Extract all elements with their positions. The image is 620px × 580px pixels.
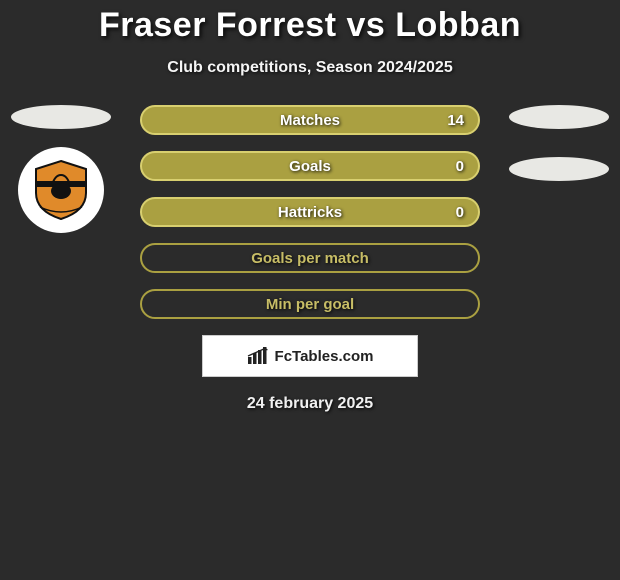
stat-row-min-per-goal: Min per goal (140, 289, 480, 319)
header: Fraser Forrest vs Lobban Club competitio… (0, 0, 620, 77)
stat-value: 0 (456, 204, 464, 221)
stat-label: Goals per match (251, 250, 369, 267)
player-photo-placeholder (509, 105, 609, 129)
left-player-column (6, 105, 116, 233)
promo-banner[interactable]: FcTables.com (202, 335, 418, 377)
club-badge-left (18, 147, 104, 233)
stat-row-goals-per-match: Goals per match (140, 243, 480, 273)
promo-text: FcTables.com (275, 348, 374, 365)
stat-label: Min per goal (266, 296, 354, 313)
stat-row-goals: Goals 0 (140, 151, 480, 181)
stat-value: 14 (447, 112, 464, 129)
alloa-athletic-crest-icon (28, 157, 94, 223)
stat-row-hattricks: Hattricks 0 (140, 197, 480, 227)
page-title: Fraser Forrest vs Lobban (0, 6, 620, 45)
stat-bars: Matches 14 Goals 0 Hattricks 0 Goals per… (140, 105, 480, 319)
stat-label: Hattricks (278, 204, 342, 221)
stat-value: 0 (456, 158, 464, 175)
club-badge-placeholder (509, 157, 609, 181)
stat-label: Matches (280, 112, 340, 129)
snapshot-date: 24 february 2025 (10, 395, 610, 413)
player-photo-placeholder (11, 105, 111, 129)
stat-row-matches: Matches 14 (140, 105, 480, 135)
bar-chart-icon (247, 347, 269, 365)
right-player-column (504, 105, 614, 199)
comparison-content: Matches 14 Goals 0 Hattricks 0 Goals per… (0, 105, 620, 413)
stat-label: Goals (289, 158, 331, 175)
page-subtitle: Club competitions, Season 2024/2025 (0, 59, 620, 77)
